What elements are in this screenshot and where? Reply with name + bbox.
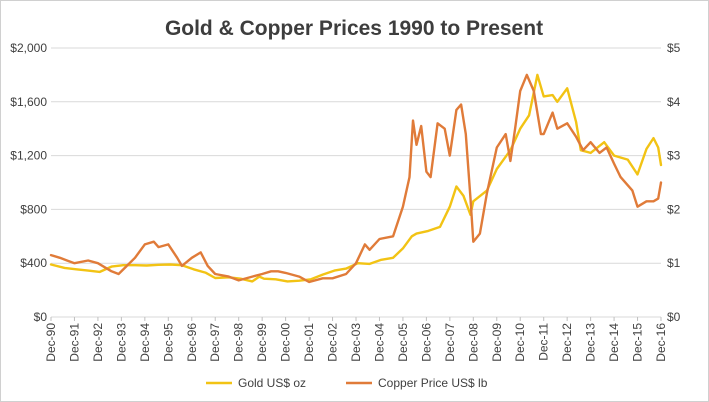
x-tick-label: Dec-02 xyxy=(326,323,340,362)
copper-series-line xyxy=(49,73,663,284)
x-tick-label: Dec-90 xyxy=(44,323,58,362)
y-right-tick-label: $0 xyxy=(667,310,681,324)
y-left-tick-label: $0 xyxy=(34,310,48,324)
series-layer xyxy=(49,73,663,284)
x-tick-label: Dec-08 xyxy=(466,323,480,362)
x-tick-label: Dec-14 xyxy=(607,323,621,362)
y-left-tick-label: $800 xyxy=(20,202,47,216)
legend-label-gold: Gold US$ oz xyxy=(238,376,306,390)
x-tick-label: Dec-15 xyxy=(631,323,645,362)
grid xyxy=(51,47,661,318)
y-left-tick-label: $1,600 xyxy=(10,95,47,109)
x-tick-label: Dec-93 xyxy=(114,323,128,362)
y-left-tick-label: $400 xyxy=(20,256,47,270)
x-tick-label: Dec-12 xyxy=(560,323,574,362)
y-right-tick-label: $3 xyxy=(667,149,681,163)
x-tick-label: Dec-95 xyxy=(161,323,175,362)
x-tick-label: Dec-06 xyxy=(419,323,433,362)
y-right-tick-label: $1 xyxy=(667,256,681,270)
x-tick-label: Dec-01 xyxy=(302,323,316,362)
legend-label-copper: Copper Price US$ lb xyxy=(378,376,488,390)
x-tick-label: Dec-99 xyxy=(255,323,269,362)
x-tick-label: Dec-96 xyxy=(185,323,199,362)
y-right-tick-label: $5 xyxy=(667,41,681,55)
x-tick-label: Dec-11 xyxy=(537,323,551,361)
x-tick-label: Dec-10 xyxy=(513,323,527,362)
x-tick-label: Dec-05 xyxy=(396,323,410,362)
y-right-tick-label: $4 xyxy=(667,95,681,109)
x-tick-label: Dec-09 xyxy=(490,323,504,362)
x-tick-label: Dec-91 xyxy=(67,323,81,362)
x-tick-label: Dec-92 xyxy=(91,323,105,362)
x-tick-label: Dec-97 xyxy=(208,323,222,362)
x-tick-label: Dec-16 xyxy=(654,323,668,362)
gold-series-line xyxy=(49,73,663,283)
y-right-tick-label: $2 xyxy=(667,202,681,216)
x-tick-label: Dec-03 xyxy=(349,323,363,362)
y-left-tick-label: $1,200 xyxy=(10,149,47,163)
chart-title: Gold & Copper Prices 1990 to Present xyxy=(165,17,543,40)
x-tick-label: Dec-04 xyxy=(372,323,386,362)
legend: Gold US$ oz Copper Price US$ lb xyxy=(206,376,488,390)
y-left-tick-label: $2,000 xyxy=(10,41,47,55)
axes: $0 $400 $800 $1,200 $1,600 $2,000 $0 $1 $2 $3 $4 $5… xyxy=(10,41,680,362)
x-tick-label: Dec-07 xyxy=(443,323,457,362)
x-tick-label: Dec-13 xyxy=(584,323,598,362)
x-tick-label: Dec-00 xyxy=(279,323,293,362)
x-tick-label: Dec-98 xyxy=(232,323,246,362)
x-tick-label: Dec-94 xyxy=(138,323,152,362)
